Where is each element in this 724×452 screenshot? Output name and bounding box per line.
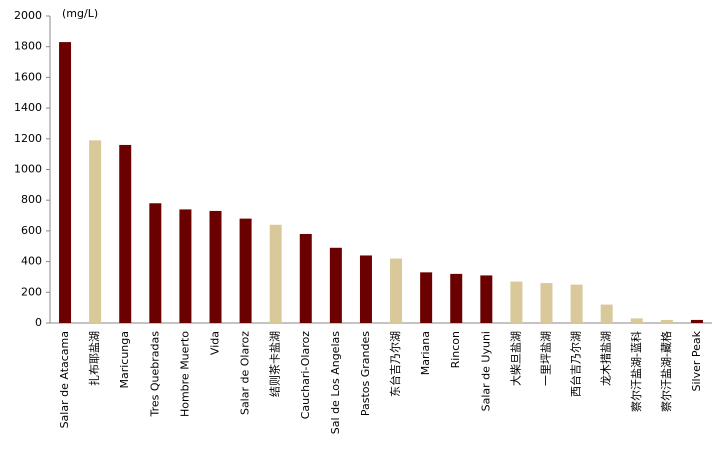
- x-tick-label: 大柴旦盐湖: [508, 331, 522, 386]
- y-tick-label: 800: [21, 193, 42, 206]
- y-tick-label: 1600: [14, 70, 42, 83]
- y-tick-label: 1200: [14, 132, 42, 145]
- bar: [450, 273, 463, 323]
- bar: [540, 283, 553, 323]
- bar: [420, 272, 433, 323]
- bar: [119, 144, 132, 323]
- bar: [690, 319, 703, 323]
- x-tick-label: Maricunga: [118, 331, 131, 389]
- bar: [600, 304, 613, 323]
- bar: [480, 275, 493, 323]
- bar: [510, 281, 523, 323]
- x-tick-label: Salar de Atacama: [58, 331, 71, 428]
- x-tick-label: Salar de Olaroz: [239, 331, 252, 415]
- y-tick-label: 600: [21, 224, 42, 237]
- x-tick-label: Salar de Uyuni: [479, 331, 492, 411]
- x-tick-label: Cauchari-Olaroz: [299, 331, 312, 419]
- y-tick-label: 1400: [14, 101, 42, 114]
- bar: [359, 255, 372, 323]
- x-tick-label: 扎布耶盐湖: [87, 331, 101, 386]
- x-tick-label: Vida: [209, 331, 222, 355]
- x-tick-label: Sal de Los Angelas: [329, 331, 342, 434]
- bar: [89, 140, 102, 323]
- x-tick-label: 东台吉乃尔湖: [388, 331, 402, 397]
- bar: [209, 210, 222, 323]
- bar: [269, 224, 282, 323]
- y-tick-label: 1000: [14, 163, 42, 176]
- bar: [239, 218, 252, 323]
- x-tick-label: Tres Quebradas: [148, 331, 161, 418]
- bar: [149, 203, 162, 323]
- bar: [630, 318, 643, 323]
- x-tick-label: Silver Peak: [690, 330, 703, 391]
- bar: [570, 284, 583, 323]
- x-tick-label: 察尔汗盐湖-藏格: [659, 331, 673, 412]
- y-tick-label: 0: [35, 316, 42, 329]
- bar: [179, 209, 192, 323]
- x-tick-label: Rincon: [449, 331, 462, 368]
- x-tick-label: 龙木措盐湖: [599, 331, 613, 386]
- x-tick-label: Hombre Muerto: [178, 331, 191, 417]
- y-tick-label: 1800: [14, 40, 42, 53]
- bar: [329, 247, 342, 323]
- y-tick-label: 2000: [14, 9, 42, 22]
- x-tick-label: 一里坪盐湖: [540, 331, 553, 386]
- bar: [59, 42, 72, 323]
- y-tick-label: 400: [21, 255, 42, 268]
- x-tick-label: Mariana: [419, 331, 432, 375]
- bar: [390, 258, 403, 323]
- unit-label: (mg/L): [62, 7, 98, 20]
- x-tick-label: 察尔汗盐湖-蓝科: [629, 331, 643, 412]
- bar: [660, 319, 673, 323]
- bar: [299, 233, 312, 323]
- x-tick-label: Pastos Grandes: [359, 331, 372, 416]
- y-tick-label: 200: [21, 285, 42, 298]
- x-tick-label: 结则茶卡盐湖: [269, 331, 282, 397]
- x-tick-label: 西台吉乃尔湖: [569, 331, 583, 397]
